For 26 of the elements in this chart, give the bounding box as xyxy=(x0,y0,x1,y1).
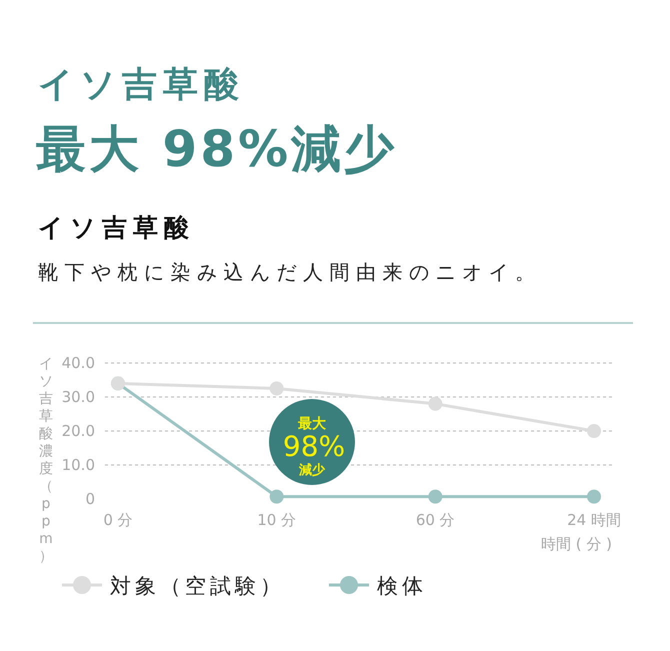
x-axis-title: 時間 ( 分 ) xyxy=(540,535,612,553)
annotation: 減少 xyxy=(298,463,326,478)
y-tick-label: 30.0 xyxy=(62,388,95,406)
point xyxy=(587,424,601,438)
text: イソ吉草酸 xyxy=(38,213,195,242)
annotation: 98% xyxy=(282,430,346,463)
y-tick-label: 20.0 xyxy=(62,422,95,440)
annotation: 最大 xyxy=(297,416,327,432)
chart-subtitle: 最大 98%減少 xyxy=(36,120,398,178)
text: イソ吉草酸濃度（ppm） xyxy=(39,356,53,564)
y-tick-label: 10.0 xyxy=(62,456,95,474)
x-tick-label: 10 分 xyxy=(257,511,296,529)
text: 靴下や枕に染み込んだ人間由来のニオイ。 xyxy=(38,260,542,284)
x-tick-label: 60 分 xyxy=(416,511,455,529)
point xyxy=(270,490,284,504)
point xyxy=(428,490,442,504)
chart-title: イソ吉草酸 xyxy=(38,65,245,105)
legend-label: 対象（空試験） xyxy=(110,574,285,598)
point xyxy=(428,396,442,411)
y-tick-label: 40.0 xyxy=(62,354,95,372)
x-tick-label: 24 時間 xyxy=(567,511,621,529)
x-tick-label: 0 分 xyxy=(103,511,133,529)
y-tick-label: 0 xyxy=(85,490,95,508)
legend-label: 検体 xyxy=(377,574,427,598)
point xyxy=(587,490,601,504)
point xyxy=(270,382,284,396)
